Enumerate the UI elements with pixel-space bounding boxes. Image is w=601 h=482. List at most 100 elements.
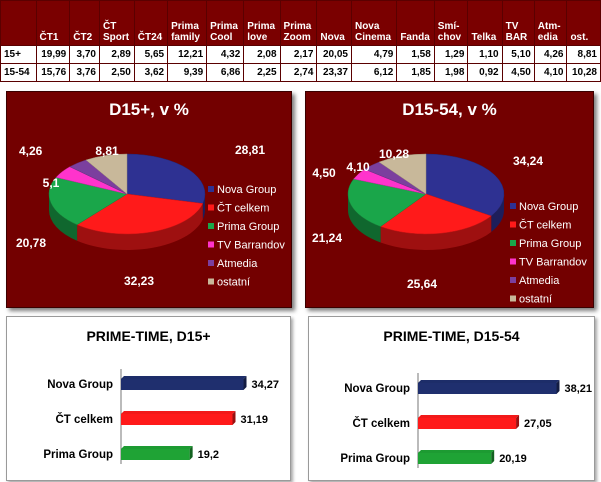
pie-data-label: 20,78 [16, 236, 46, 250]
pie-chart-d1554: 34,24 25,64 21,24 4,50 4,10 10,28 Nova Group ČT… [312, 147, 587, 306]
bar-data-label: 34,27 [252, 379, 280, 391]
bar-data-label: 27,05 [524, 418, 552, 430]
legend-label: Atmedia [217, 258, 258, 270]
legend-swatch [208, 241, 214, 248]
table-cell: 19,99 [35, 45, 71, 64]
bar [121, 379, 244, 390]
pie-slice [378, 153, 427, 195]
pie-sides [348, 194, 504, 250]
legend-label: ČT celkem [217, 202, 269, 215]
column-header: Nova Cinema [350, 0, 398, 46]
bar-chart-d1554: 38,21 Nova Group 27,05 ČT celkem 20,19 Prima … [340, 373, 593, 468]
table-cell: 0,92 [467, 63, 503, 82]
column-header: Nova [316, 0, 352, 46]
column-header-text: Smí- [437, 21, 460, 32]
bar [121, 414, 233, 425]
table-cell: 4,50 [501, 63, 535, 82]
pie-data-label: 21,24 [312, 231, 342, 245]
pie-slice [126, 153, 206, 204]
column-header: Prima Zoom [279, 0, 318, 46]
bar-side-face [556, 380, 560, 394]
column-header-text: ČT24 [137, 32, 163, 43]
legend-label: Atmedia [519, 275, 560, 287]
bar-side-face [232, 411, 236, 425]
legend-swatch [510, 240, 516, 246]
bar-top-face [418, 450, 495, 453]
column-header-text: Prima [210, 21, 238, 32]
legend-label: TV Barrandov [519, 257, 587, 269]
row-label: 15+ [0, 45, 37, 64]
legend-label: Nova Group [519, 201, 578, 213]
bar-data-label: 19,2 [198, 449, 219, 461]
column-header-text: Prima [247, 21, 276, 32]
bar [418, 383, 557, 394]
legend-swatch [510, 277, 516, 283]
bar-data-label: 38,21 [565, 383, 593, 395]
bar-title: PRIME-TIME, D15-54 [383, 328, 520, 344]
pie-slice [48, 177, 128, 226]
column-header: Prima family [167, 0, 208, 46]
table-cell: 3,62 [133, 63, 169, 82]
bar-title: PRIME-TIME, D15+ [86, 328, 211, 344]
pie-title: D15-54, v % [402, 100, 497, 119]
pie-data-label: 25,64 [407, 277, 437, 291]
column-header-text: Prima [171, 21, 199, 32]
table-cell: 2,17 [279, 45, 318, 64]
legend-swatch [208, 186, 214, 192]
column-header-text: Zoom [283, 32, 311, 43]
column-header: Telka [467, 0, 503, 46]
bar-top-face [418, 415, 520, 418]
bar-side-face [243, 376, 247, 390]
pie-data-label: 5,1 [43, 176, 60, 190]
column-header-text: BAR [505, 32, 528, 43]
table-cell: 23,37 [316, 63, 352, 82]
pie-slice [380, 193, 492, 235]
table-cell: 2,89 [99, 45, 135, 64]
legend-label: ČT celkem [519, 219, 571, 232]
legend-swatch [510, 295, 516, 302]
column-header-text: Nova [354, 21, 380, 32]
pie-slice-side [348, 194, 381, 243]
category-label: ČT celkem [352, 417, 410, 430]
bar-side-face [516, 415, 520, 429]
column-header-text: chov [437, 32, 462, 43]
table-cell: 1,98 [433, 63, 469, 82]
table-cell: 4,26 [533, 45, 568, 64]
legend-label: Nova Group [217, 184, 276, 196]
legend-swatch [208, 204, 214, 211]
pie-data-label: 10,28 [379, 147, 409, 161]
category-label: ČT celkem [55, 413, 113, 426]
column-header-text: Fanda [400, 32, 430, 43]
pie-sides [49, 194, 206, 250]
table-cell: 3,70 [69, 45, 100, 64]
column-header-text: Cinema [354, 32, 392, 43]
pie-panel-d1554: D15-54, v % 34,24 25,64 21,24 4,50 4,10 10,28… [305, 91, 594, 308]
pie-data-label: 4,26 [19, 144, 43, 158]
column-header-text: TV [505, 21, 519, 32]
column-header-text: edia [537, 32, 558, 43]
column-header-text: family [171, 32, 200, 43]
table-cell: 1,29 [433, 45, 469, 64]
bar-data-label: 20,19 [499, 453, 527, 465]
table-body: 15+ 19,99 3,70 2,89 5,65 12,21 4,32 2,08 2,17 20,… [0, 45, 601, 82]
bar-data-label: 31,19 [241, 414, 269, 426]
bar [418, 453, 492, 464]
legend-swatch [510, 258, 516, 265]
column-header-text: Sport [103, 32, 130, 43]
table-cell: 9,39 [167, 63, 208, 82]
column-header: TV BAR [501, 0, 535, 46]
pie-slice [347, 178, 427, 227]
table-cell: 1,10 [467, 45, 503, 64]
table-cell: 6,12 [350, 63, 398, 82]
table-cell: 20,05 [316, 45, 352, 64]
column-header-text: ČT2 [73, 32, 93, 43]
column-header-text: ost. [570, 32, 589, 43]
table-row: 15-54 15,76 3,76 2,50 3,62 9,39 6,86 2,25 2,74 23… [0, 63, 601, 82]
legend-label: ostatní [217, 277, 250, 289]
category-label: Nova Group [344, 383, 410, 395]
table-cell: 1,85 [396, 63, 435, 82]
legend-label: TV Barrandov [217, 240, 285, 252]
pie-data-label: 34,24 [513, 154, 543, 168]
pie-slice-side [49, 194, 78, 241]
bar-side-face [491, 450, 495, 464]
